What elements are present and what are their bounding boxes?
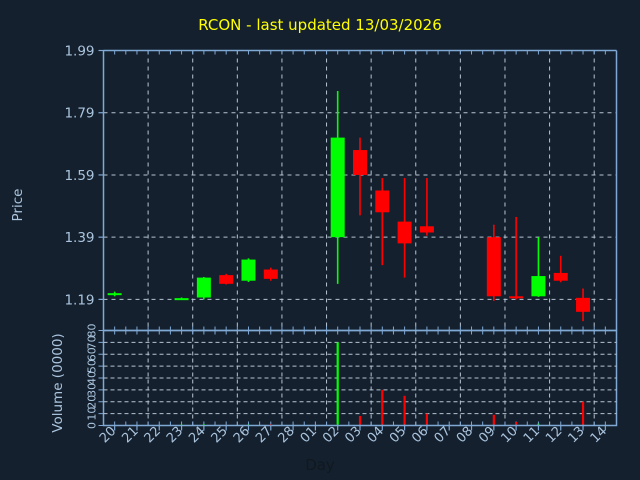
x-tick-label: 25: [209, 424, 231, 446]
volume-tick-label: 0: [86, 422, 99, 429]
candle-body: [531, 276, 546, 297]
candle-body: [397, 221, 412, 244]
x-tick-label: 06: [409, 424, 431, 446]
candlestick: [419, 178, 434, 236]
x-axis-title: Day: [305, 456, 335, 474]
x-tick-label: 05: [387, 424, 409, 446]
x-tick-label: 22: [142, 424, 164, 446]
x-tick-label: 01: [298, 424, 320, 446]
x-tick-label: 09: [476, 424, 498, 446]
x-tick-label: 24: [186, 424, 208, 446]
candlestick: [196, 276, 211, 300]
candlestick: [553, 255, 568, 283]
x-tick-label: 02: [320, 424, 342, 446]
candlestick: [375, 178, 390, 266]
candlestick: [486, 224, 501, 301]
x-tick-label: 26: [231, 424, 253, 446]
x-tick-label: 03: [342, 424, 364, 446]
candle-body: [196, 277, 211, 298]
x-tick-label: 07: [432, 424, 454, 446]
volume-tick-label: 60: [86, 347, 99, 361]
candle-body: [107, 293, 122, 296]
x-tick-label: 04: [365, 424, 387, 446]
x-tick-label: 20: [97, 424, 119, 446]
candlestick: [576, 288, 591, 322]
candlestick: [397, 178, 412, 278]
candle-body: [241, 259, 256, 281]
volume-tick-label: 50: [86, 359, 99, 373]
price-tick-label: 1.19: [64, 292, 94, 308]
candle-body: [419, 226, 434, 233]
x-tick-label: 08: [454, 424, 476, 446]
candle-body: [509, 296, 524, 299]
candlestick: [174, 297, 189, 301]
volume-tick-label: 70: [86, 335, 99, 349]
x-tick-label: 23: [164, 424, 186, 446]
price-tick-label: 1.39: [64, 230, 94, 246]
candlestick: [241, 258, 256, 282]
candlestick: [509, 216, 524, 300]
x-tick-label: 28: [275, 424, 297, 446]
volume-tick-label: 10: [86, 407, 99, 421]
x-tick-label: 13: [565, 424, 587, 446]
candle-body: [263, 269, 278, 279]
candlestick: [263, 267, 278, 281]
x-tick-label: 12: [543, 424, 565, 446]
x-tick-label: 11: [521, 424, 543, 446]
candle-body: [553, 272, 568, 281]
x-tick-label: 10: [499, 424, 521, 446]
candlestick: [107, 291, 122, 297]
price-tick-label: 1.99: [64, 44, 94, 60]
candle-body: [219, 275, 234, 284]
candle-body: [330, 137, 345, 238]
x-tick-label: 14: [588, 424, 610, 446]
chart-title: RCON - last updated 13/03/2026: [198, 16, 442, 34]
candle-body: [353, 150, 367, 175]
candle-body: [174, 298, 189, 301]
candle-body: [576, 297, 591, 312]
volume-tick-label: 80: [86, 324, 99, 338]
candlestick: [353, 137, 367, 216]
price-tick-label: 1.79: [64, 106, 94, 122]
candle-body: [375, 190, 390, 213]
x-tick-label: 27: [253, 424, 275, 446]
x-tick-label: 21: [119, 424, 141, 446]
volume-tick-label: 40: [86, 371, 99, 385]
candlestick: [531, 237, 546, 297]
volume-axis-title: Volume (0000): [50, 333, 66, 432]
candlestick: [330, 90, 345, 284]
volume-tick-label: 20: [86, 395, 99, 409]
candlestick: [219, 273, 234, 285]
price-tick-label: 1.59: [64, 168, 94, 184]
price-axis-title: Price: [10, 189, 26, 222]
volume-tick-label: 30: [86, 383, 99, 397]
candle-body: [486, 237, 501, 297]
